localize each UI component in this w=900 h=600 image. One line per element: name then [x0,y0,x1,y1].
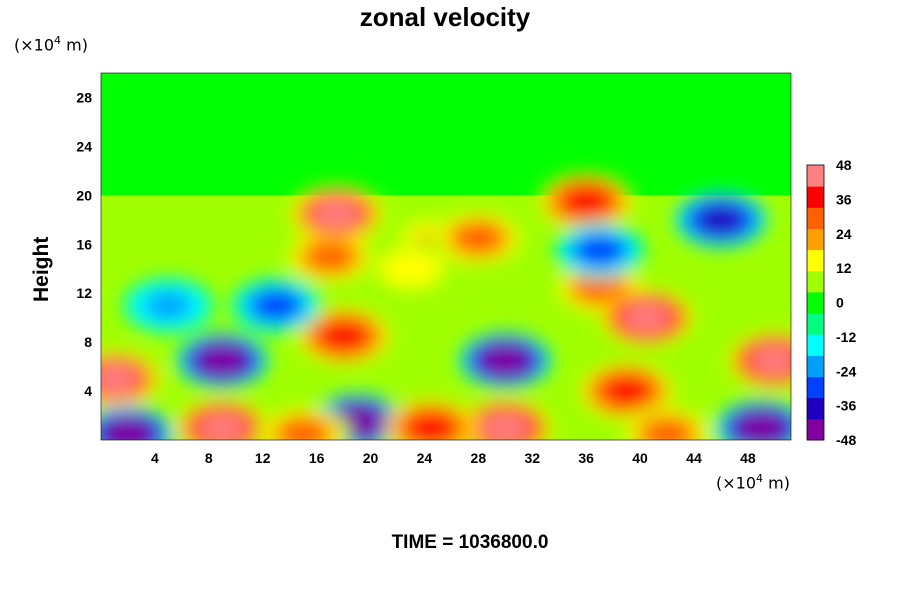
plot-frame [100,72,792,441]
colorbar-band [807,376,824,388]
x-tick-label: 16 [309,450,325,466]
colorbar-band [807,207,824,219]
anomaly-0 [101,364,139,394]
anomaly-8 [386,253,435,284]
x-tick-label: 48 [740,450,756,466]
y-tick-labels: 4 8 12 16 20 24 28 [76,89,92,399]
colorbar-band [807,260,824,272]
anomaly-22 [144,290,193,321]
y-tick-label: 4 [84,383,92,399]
colorbar-tick-label: 24 [836,226,852,242]
anomaly-13 [562,186,611,217]
x-axis-unit: (×104 m) [716,472,790,493]
anomaly-16 [622,302,671,333]
y-tick-label: 28 [76,89,92,105]
colorbar-band [807,175,824,187]
anomaly-11 [481,412,530,440]
anomaly-3 [319,321,368,351]
x-tick-label: 8 [205,450,213,466]
x-tick-label: 32 [524,450,540,466]
colorbar-tick-label: 0 [836,295,844,311]
colorbar-band [807,281,824,293]
colorbar-band [807,228,824,240]
x-tick-label: 20 [363,450,379,466]
anomaly-17 [575,235,624,266]
colorbar-band [807,408,824,420]
colorbar-band [807,217,824,229]
velocity-anomalies [101,173,791,440]
colorbar-band [807,418,824,430]
colorbar-tick-label: 12 [836,260,852,276]
colorbar: 48 36 24 12 0 -12 -24 -36 -48 [806,157,856,448]
time-label: TIME = 1036800.0 [391,532,549,553]
colorbar-band [807,313,824,325]
anomaly-12 [407,412,456,440]
colorbar-band [807,429,824,441]
x-tick-label: 36 [578,450,594,466]
colorbar-tick-label: 36 [836,191,852,207]
colorbar-tick-label: -36 [836,398,856,414]
x-tick-label: 24 [417,450,433,466]
colorbar-band [807,397,824,409]
y-axis-unit: (×104 m) [14,34,88,55]
anomaly-25 [252,290,301,321]
colorbar-band [807,291,824,303]
anomaly-15 [602,376,651,406]
x-tick-label: 4 [151,450,159,466]
colorbar-band [807,334,824,346]
y-tick-label: 16 [76,236,92,252]
colorbar-band [807,249,824,261]
colorbar-band [807,270,824,282]
anomaly-2 [198,412,247,440]
anomaly-4 [306,241,355,272]
colorbar-band [807,196,824,208]
x-tick-labels: 4 8 12 16 20 24 28 32 36 40 44 48 [151,450,756,466]
anomaly-20 [737,412,786,440]
colorbar-band [807,365,824,378]
x-tick-label: 44 [686,450,702,466]
anomaly-1 [198,345,247,376]
colorbar-band [807,302,824,314]
colorbar-tick-label: -24 [836,363,856,379]
colorbar-tick-label: 48 [836,157,852,173]
anomaly-5 [312,198,361,229]
colorbar-band [807,355,824,367]
y-tick-label: 24 [76,138,92,154]
colorbar-band [807,186,824,198]
x-tick-label: 28 [471,450,487,466]
anomaly-14 [575,272,624,302]
plot-area [101,73,791,440]
anomaly-10 [481,345,530,376]
colorbar-frame [806,164,825,441]
chart-title: zonal velocity [359,2,531,32]
colorbar-band [807,387,824,399]
anomaly-21 [643,419,692,440]
colorbar-tick-label: -12 [836,329,856,345]
colorbar-band [807,239,824,251]
x-tick-label: 40 [632,450,648,466]
anomaly-19 [750,345,791,376]
colorbar-tick-label: -48 [836,432,856,448]
y-tick-label: 12 [76,285,92,301]
anomaly-23 [103,419,152,440]
y-tick-label: 20 [76,187,92,203]
colorbar-band [807,344,824,356]
anomaly-18 [696,205,745,235]
colorbar-band [807,323,824,335]
colorbar-band [807,165,824,177]
x-tick-label: 12 [255,450,271,466]
anomaly-24 [279,419,328,440]
anomaly-9 [454,223,503,253]
y-tick-label: 8 [84,334,92,350]
